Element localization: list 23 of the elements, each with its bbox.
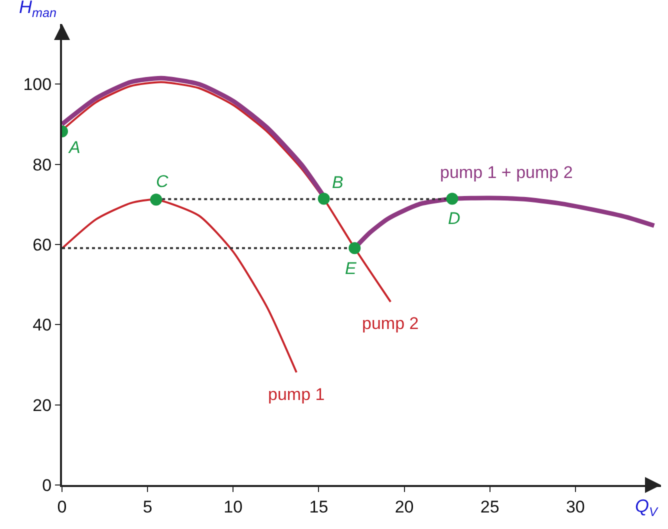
annotation: B (332, 173, 344, 192)
x-tick-label: 5 (142, 497, 152, 516)
y-tick-label: 20 (32, 396, 52, 415)
x-tick-label: 10 (224, 497, 243, 516)
x-tick-label: 15 (309, 497, 328, 516)
series-label: pump 1 + pump 2 (440, 163, 573, 182)
annotation: D (448, 209, 460, 228)
y-tick-label: 100 (23, 75, 52, 94)
y-tick-label: 40 (32, 316, 52, 335)
annotation: E (345, 259, 357, 278)
y-axis-title: H$_{man}$ (19, 0, 56, 20)
y-tick-label: 0 (42, 476, 52, 495)
x-axis-title: Q$_{V}$ (635, 496, 660, 519)
x-tick-label: 0 (57, 497, 67, 516)
series-label: pump 1 (268, 385, 325, 404)
x-tick-label: 30 (566, 497, 585, 516)
annotation: A (68, 138, 80, 157)
x-tick-label: 25 (480, 497, 500, 516)
series-label: pump 2 (362, 314, 419, 333)
y-tick-label: 60 (32, 235, 52, 254)
y-tick-label: 80 (32, 155, 52, 174)
annotation: C (156, 172, 169, 191)
x-tick-label: 20 (394, 497, 414, 516)
